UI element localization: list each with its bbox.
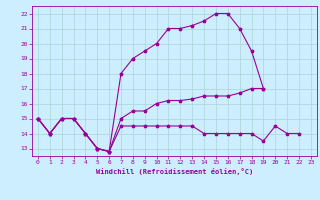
X-axis label: Windchill (Refroidissement éolien,°C): Windchill (Refroidissement éolien,°C): [96, 168, 253, 175]
